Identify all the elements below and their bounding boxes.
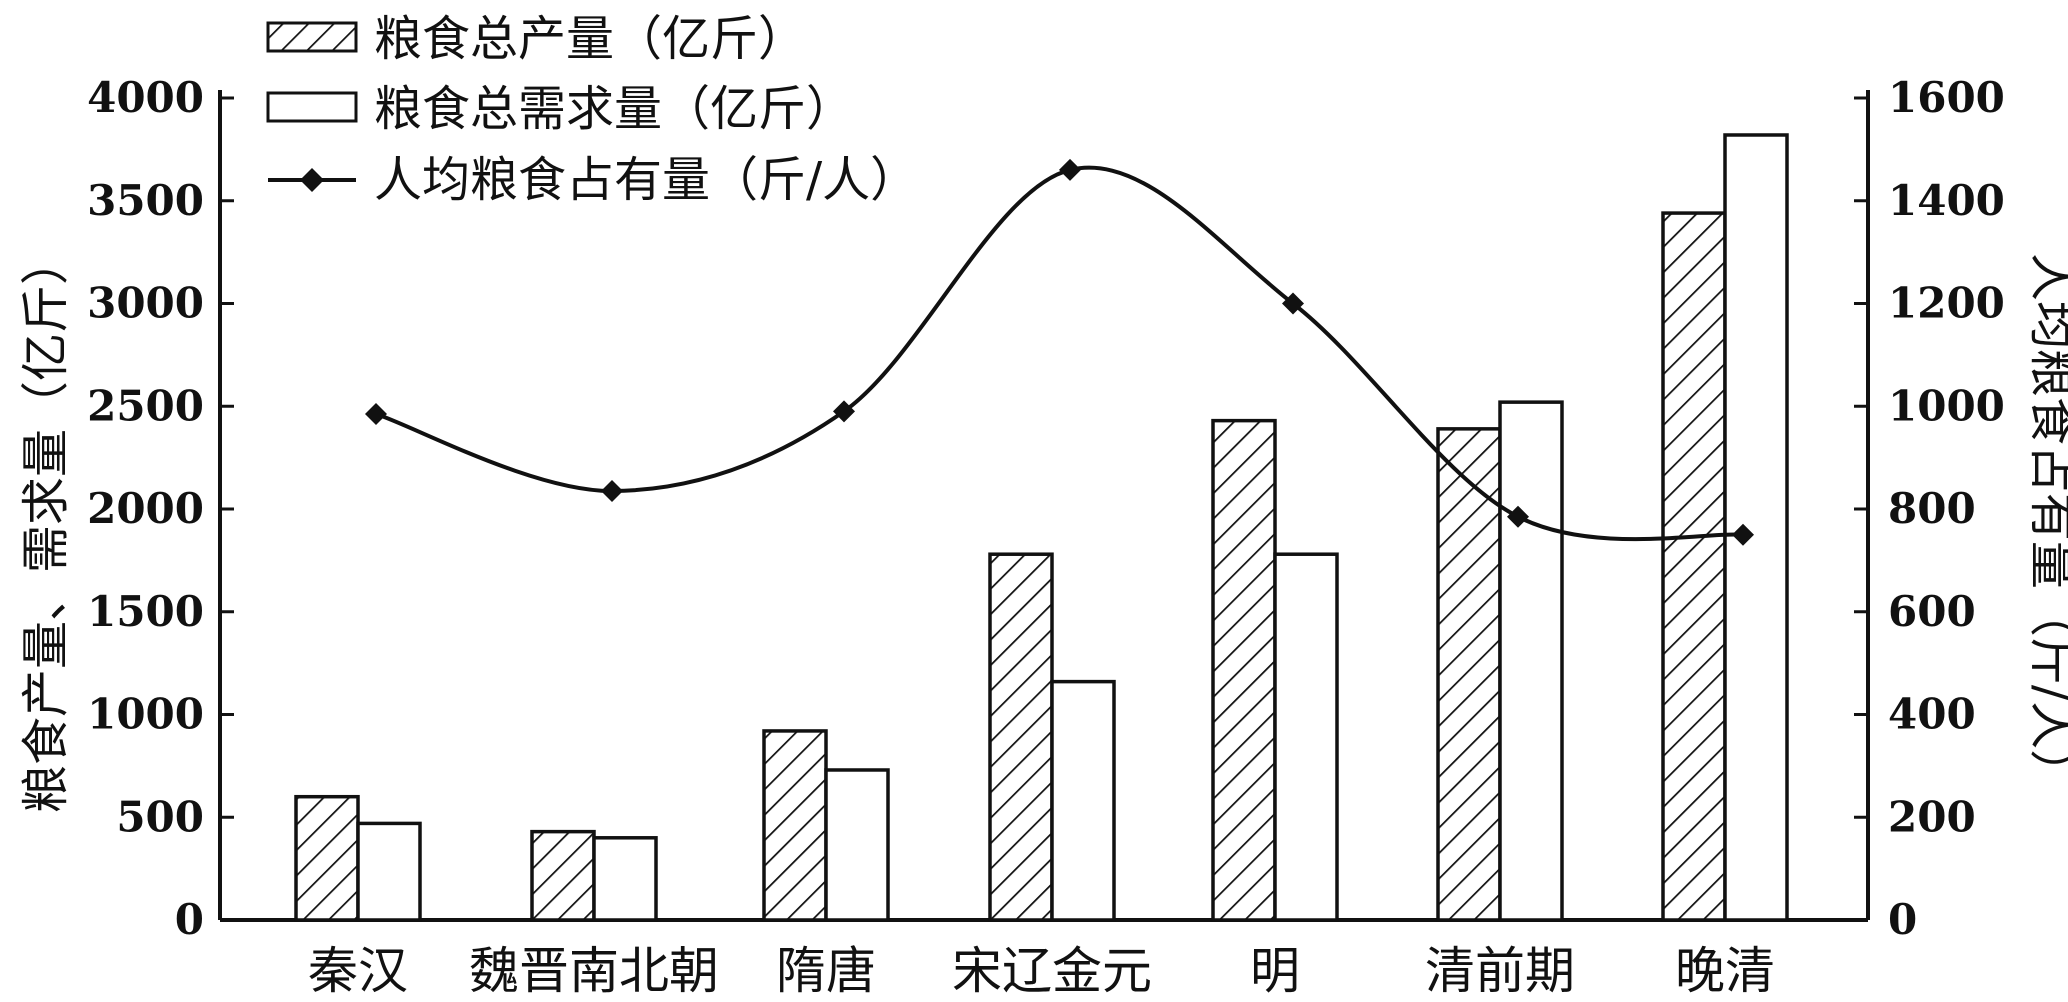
legend-label-production: 粮食总产量（亿斤） bbox=[374, 11, 806, 67]
left-tick-label: 3500 bbox=[87, 176, 204, 225]
demand-bar bbox=[1498, 400, 1564, 922]
right-tick-label: 400 bbox=[1888, 690, 1976, 739]
right-tick-label: 0 bbox=[1888, 895, 1917, 944]
demand-bar bbox=[592, 836, 658, 922]
category-label: 隋唐 bbox=[776, 942, 876, 1000]
production-bar bbox=[762, 729, 828, 922]
per-capita-point bbox=[1059, 158, 1081, 181]
bars bbox=[294, 133, 1789, 922]
production-bar bbox=[1436, 427, 1502, 922]
per-capita-point bbox=[1507, 505, 1529, 528]
right-tick-label: 1000 bbox=[1888, 381, 2005, 430]
right-tick-label: 1200 bbox=[1888, 279, 2005, 328]
category-label: 清前期 bbox=[1425, 942, 1575, 1000]
right-tick-label: 1400 bbox=[1888, 176, 2005, 225]
category-label: 魏晋南北朝 bbox=[469, 942, 719, 1000]
per-capita-point bbox=[601, 480, 623, 503]
right-axis-title-group: 人均粮食占有量（斤/人） bbox=[2024, 253, 2068, 797]
left-axis-title-group: 粮食产量、需求量（亿斤） bbox=[18, 237, 74, 813]
category-label: 宋辽金元 bbox=[952, 942, 1152, 1000]
legend: 粮食总产量（亿斤） 粮食总需求量（亿斤） 人均粮食占有量（斤/人） bbox=[266, 11, 918, 208]
per-capita-point bbox=[1282, 292, 1304, 315]
right-tick-label: 600 bbox=[1888, 587, 1976, 636]
production-bar bbox=[1211, 418, 1277, 922]
category-label: 明 bbox=[1250, 942, 1300, 1000]
category-label: 晚清 bbox=[1675, 942, 1775, 1000]
demand-bar bbox=[1273, 552, 1339, 922]
production-bar bbox=[1661, 211, 1727, 922]
category-label: 秦汉 bbox=[308, 942, 408, 1000]
right-tick-label: 1600 bbox=[1888, 73, 2005, 122]
left-tick-label: 0 bbox=[175, 895, 204, 944]
right-axis-title: 人均粮食占有量（斤/人） bbox=[2024, 253, 2068, 797]
per-capita-line-group bbox=[365, 158, 1754, 546]
left-tick-label: 2000 bbox=[87, 484, 204, 533]
legend-swatch-demand bbox=[266, 91, 358, 123]
production-bar bbox=[988, 552, 1054, 922]
left-tick-label: 3000 bbox=[87, 279, 204, 328]
demand-bar bbox=[356, 821, 422, 922]
demand-bar bbox=[1723, 133, 1789, 922]
per-capita-point bbox=[833, 400, 855, 423]
production-bar bbox=[294, 794, 360, 922]
right-tick-label: 200 bbox=[1888, 792, 1976, 841]
left-tick-label: 2500 bbox=[87, 381, 204, 430]
legend-swatch-per-capita-marker bbox=[300, 168, 324, 192]
left-tick-label: 1000 bbox=[87, 690, 204, 739]
production-bar bbox=[530, 829, 596, 922]
legend-label-per-capita: 人均粮食占有量（斤/人） bbox=[374, 152, 918, 208]
left-tick-label: 500 bbox=[116, 792, 204, 841]
demand-bar bbox=[824, 768, 890, 922]
legend-label-demand: 粮食总需求量（亿斤） bbox=[374, 81, 854, 137]
demand-bar bbox=[1050, 679, 1116, 922]
per-capita-point bbox=[1732, 523, 1754, 546]
per-capita-point bbox=[365, 402, 387, 425]
labels: 0 500 1000 1500 2000 2500 3000 3500 4000 0 200 400 6… bbox=[87, 73, 2005, 1000]
left-axis-title: 粮食产量、需求量（亿斤） bbox=[18, 237, 74, 813]
legend-swatch-production bbox=[266, 21, 358, 53]
left-tick-label: 4000 bbox=[87, 73, 204, 122]
right-tick-label: 800 bbox=[1888, 484, 1976, 533]
left-tick-label: 1500 bbox=[87, 587, 204, 636]
